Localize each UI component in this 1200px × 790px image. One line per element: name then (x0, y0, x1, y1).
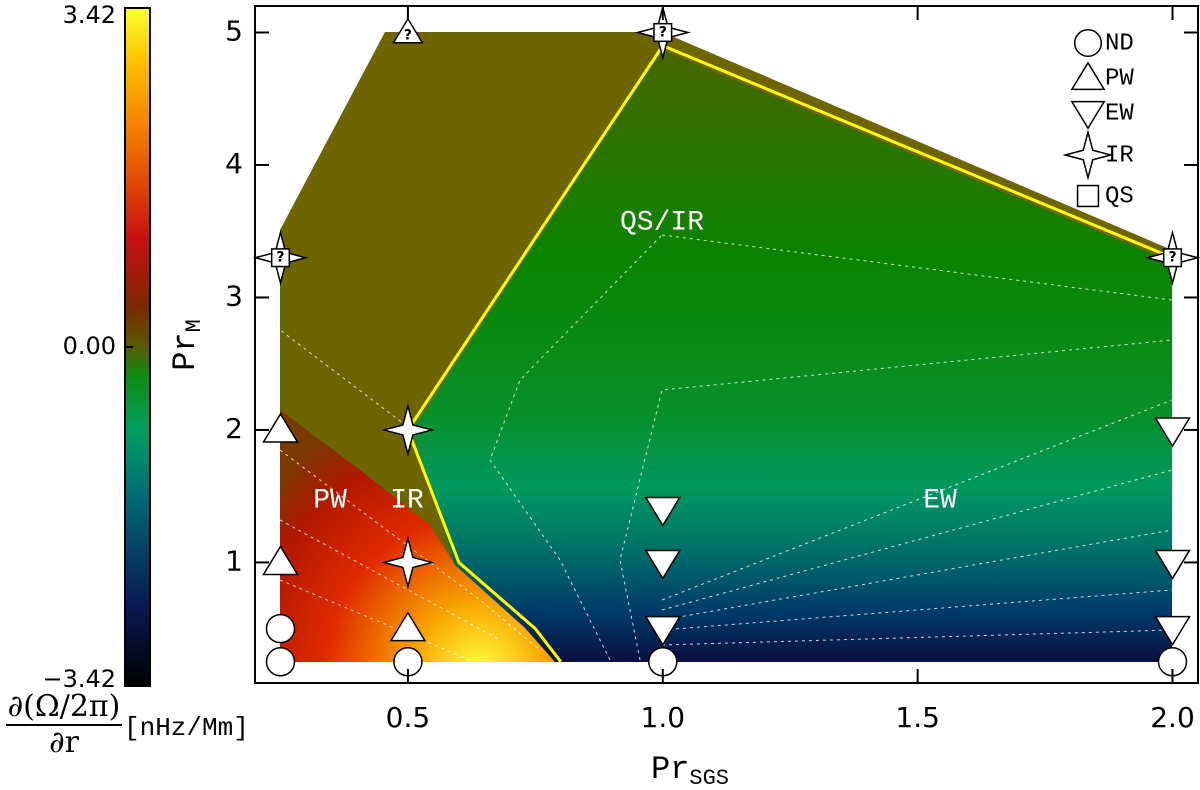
region-label: EW (923, 485, 957, 516)
y-tick-label: 2 (225, 412, 243, 445)
marker-triangle-up (1070, 61, 1106, 91)
colorbar-unit: [nHz/Mm] (124, 713, 249, 743)
x-tick-label: 1.0 (641, 701, 686, 734)
colorbar-label-denominator: ∂r (49, 725, 80, 760)
marker-triangle-up (389, 611, 427, 642)
data-point (1154, 615, 1191, 647)
marker-triangle-up (392, 17, 424, 44)
data-point (1154, 417, 1191, 448)
data-point (389, 611, 427, 642)
marker-triangle-down (1154, 615, 1191, 647)
regime-boundary (406, 43, 1174, 663)
contour (661, 234, 1173, 301)
colorbar-tick-label: 0.00 (63, 332, 116, 360)
marker-triangle-down (644, 496, 682, 527)
legend-item (1070, 61, 1106, 91)
x-tick-label: 2.0 (1150, 701, 1195, 734)
marker-triangle-down (1070, 100, 1106, 130)
y-label-main: Pr (167, 332, 204, 370)
marker-square (1076, 184, 1100, 208)
legend-label: IR (1105, 142, 1134, 169)
region-label: IR (390, 485, 424, 516)
marker-triangle-down (644, 615, 682, 647)
y-tick-label: 1 (225, 544, 243, 577)
y-tick-label: 3 (225, 279, 243, 312)
contour (489, 234, 663, 661)
marker-square (270, 248, 291, 268)
marker-circle (1073, 28, 1103, 58)
data-point (265, 647, 296, 677)
data-point (262, 412, 299, 443)
data-point (644, 496, 682, 527)
marker-triangle-down (1154, 417, 1191, 448)
x-tick-label: 1.5 (895, 701, 940, 734)
marker-square (653, 22, 673, 43)
x-axis-label: PrSGS (651, 751, 729, 790)
data-point (380, 403, 435, 457)
data-point: ? (634, 4, 691, 61)
marker-circle (265, 647, 296, 677)
colorbar-tick-label: −3.42 (42, 665, 116, 693)
contour-lines (279, 234, 1173, 661)
colorbar-tick-label: 3.42 (63, 1, 116, 29)
data-point: ? (1144, 229, 1200, 286)
x-tick-label: 0.5 (386, 701, 431, 734)
marker-star (380, 403, 435, 457)
marker-star (380, 535, 435, 590)
data-point (380, 535, 435, 590)
marker-triangle-up (262, 544, 299, 576)
data-point (262, 544, 299, 576)
marker-triangle-down (644, 549, 682, 580)
contour (279, 449, 541, 651)
legend-label: ND (1105, 30, 1134, 57)
legend-item (1073, 28, 1103, 58)
legend-item (1062, 129, 1114, 181)
data-point: ? (252, 229, 309, 286)
data-point (1154, 549, 1191, 580)
data-point (644, 549, 682, 580)
point-label: ? (404, 27, 412, 43)
marker-circle (265, 613, 296, 644)
region-label: PW (313, 485, 347, 516)
x-label-sub: SGS (689, 766, 729, 790)
point-label: ? (1168, 250, 1176, 266)
region-label: QS/IR (620, 207, 704, 238)
y-label-sub: M (182, 319, 207, 332)
field-hot (280, 410, 555, 662)
legend-label: QS (1105, 183, 1134, 210)
point-label: ? (659, 24, 667, 40)
point-label: ? (276, 250, 284, 266)
x-label-main: Pr (651, 751, 689, 788)
contour (661, 589, 1173, 631)
field-green (412, 50, 1172, 662)
legend-item (1076, 184, 1100, 208)
plot-area: ???? (252, 4, 1200, 677)
legend: ND PW EW IR QS (1062, 28, 1134, 210)
contour (661, 529, 1173, 621)
y-tick-label: 5 (225, 14, 243, 47)
legend-label: PW (1105, 65, 1134, 92)
y-tick-label: 4 (225, 147, 243, 180)
legend-label: EW (1105, 100, 1134, 127)
marker-triangle-down (1154, 549, 1191, 580)
plot-frame (254, 5, 1199, 684)
legend-item (1070, 100, 1106, 130)
marker-square (1162, 248, 1183, 268)
data-point: ? (392, 17, 424, 44)
marker-star (1062, 129, 1114, 181)
colorbar-ticks: −3.42 0.00 3.42 (42, 1, 133, 693)
contour (619, 339, 1173, 661)
contour (661, 399, 1173, 601)
marker-triangle-up (262, 412, 299, 443)
contour (661, 629, 1173, 646)
colorbar-label-numerator: ∂(Ω/2π) (8, 689, 121, 724)
data-point (265, 613, 296, 644)
data-point (644, 615, 682, 647)
y-axis-label: PrM (167, 319, 206, 371)
